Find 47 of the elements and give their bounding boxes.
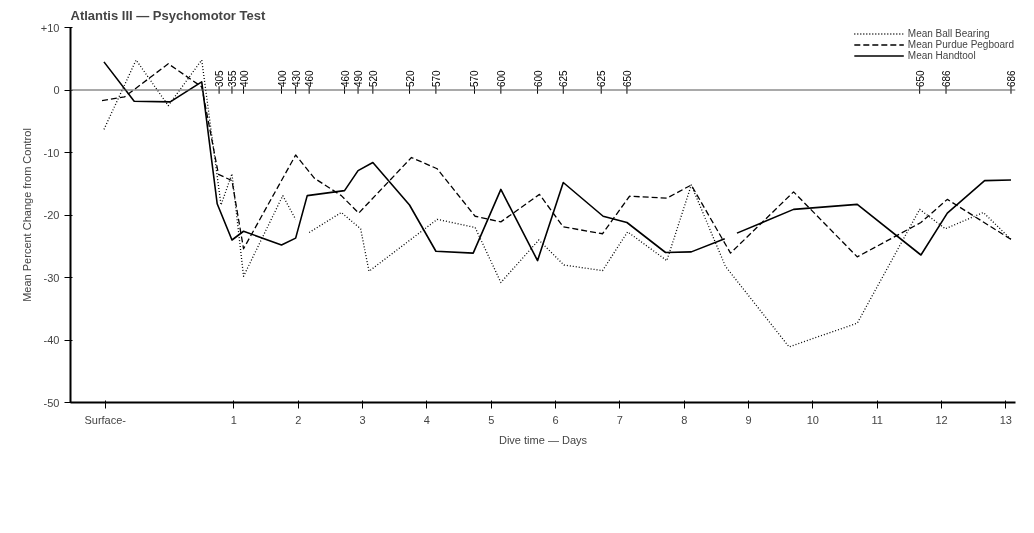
x-tick-label: 13 [999,413,1012,426]
legend-label: Mean Purdue Pegboard [907,39,1014,50]
annotation: 686 [1006,69,1017,87]
annotation: 600 [532,69,544,87]
x-tick-label: 10 [806,413,819,426]
x-tick-label: 2 [295,413,302,426]
x-tick-label: Surface- [84,413,127,426]
annotation: 625 [596,69,608,87]
x-tick-label: 1 [230,413,237,426]
annotation: 490 [353,69,365,87]
annotation: 570 [469,69,481,87]
y-axis-title: Mean Percent Change from Control [20,128,33,302]
annotation: 650 [621,69,633,87]
annotation: 400 [276,69,288,87]
y-tick-label: -10 [43,146,60,159]
x-tick-label: 12 [935,413,948,426]
x-tick-label: 3 [359,413,366,426]
annotation: 460 [304,69,316,87]
x-tick-label: 9 [745,413,752,426]
x-tick-label: 11 [871,413,883,426]
x-tick-label: 6 [552,413,559,426]
y-tick-label: +10 [40,21,60,34]
annotation: 570 [430,69,442,87]
x-tick-label: 5 [488,413,495,426]
annotation: 625 [558,69,570,87]
annotation: 520 [404,69,416,87]
chart-title: Atlantis III — Psychomotor Test [70,7,266,23]
y-tick-label: -30 [43,271,60,284]
x-tick-label: 8 [681,413,688,426]
y-tick-label: -20 [43,209,60,221]
legend-label: Mean Ball Bearing [907,28,990,39]
annotation: 400 [238,69,250,87]
x-axis-title: Dive time — Days [498,433,588,446]
x-tick-label: 7 [616,413,623,426]
x-tick-label: 4 [423,413,430,426]
annotation: 520 [367,69,379,87]
annotation: 305 [214,69,226,87]
annotation: 460 [339,69,351,87]
annotation: 430 [290,69,302,87]
y-tick-label: -40 [43,334,60,346]
y-tick-label: -50 [43,396,60,409]
legend-label: Mean Handtool [907,50,976,61]
annotation: 355 [226,69,238,87]
annotation: 600 [495,69,507,87]
y-tick-label: 0 [53,84,60,96]
annotation: 650 [914,69,926,87]
annotation: 686 [941,69,953,87]
